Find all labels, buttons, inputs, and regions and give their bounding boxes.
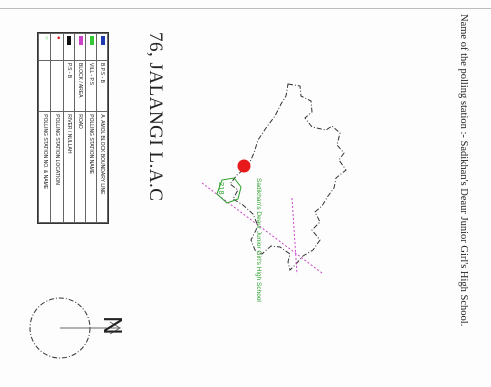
compass-arrow-head	[109, 321, 121, 335]
booth-hexagon	[216, 177, 242, 204]
top-divider	[0, 8, 491, 9]
booth-number: 218	[217, 182, 226, 195]
road-line	[291, 197, 298, 275]
north-indicator: N	[98, 316, 128, 335]
school-label: Sadikhan's Deaur Junior Girl's High Scho…	[255, 178, 262, 302]
boundary-outline	[229, 83, 347, 271]
polling-station-marker	[237, 159, 251, 173]
